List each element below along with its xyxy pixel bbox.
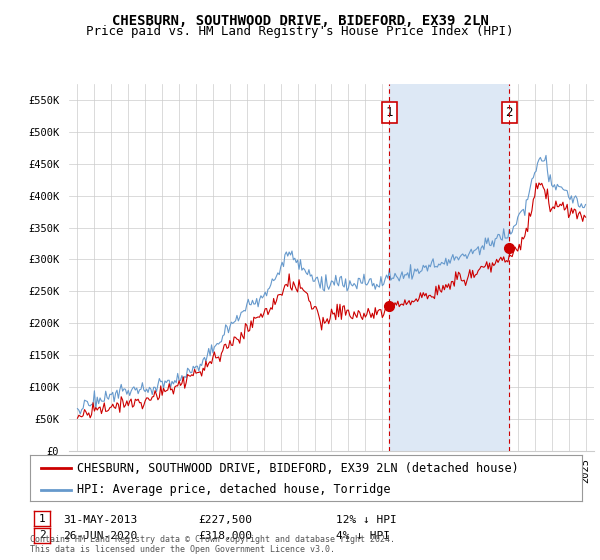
Text: 31-MAY-2013: 31-MAY-2013	[63, 515, 137, 525]
Text: 4% ↓ HPI: 4% ↓ HPI	[336, 531, 390, 542]
Bar	[389, 84, 509, 451]
Text: 26-JUN-2020: 26-JUN-2020	[63, 531, 137, 542]
Text: Contains HM Land Registry data © Crown copyright and database right 2024.
This d: Contains HM Land Registry data © Crown c…	[30, 535, 395, 554]
Text: 2: 2	[505, 106, 513, 119]
Text: CHESBURN, SOUTHWOOD DRIVE, BIDEFORD, EX39 2LN (detached house): CHESBURN, SOUTHWOOD DRIVE, BIDEFORD, EX3…	[77, 461, 518, 475]
Text: HPI: Average price, detached house, Torridge: HPI: Average price, detached house, Torr…	[77, 483, 391, 496]
Text: £318,000: £318,000	[198, 531, 252, 542]
Text: 1: 1	[38, 514, 46, 524]
Text: Price paid vs. HM Land Registry's House Price Index (HPI): Price paid vs. HM Land Registry's House …	[86, 25, 514, 38]
Text: £227,500: £227,500	[198, 515, 252, 525]
Text: 2: 2	[38, 530, 46, 540]
Text: 1: 1	[386, 106, 393, 119]
Text: 12% ↓ HPI: 12% ↓ HPI	[336, 515, 397, 525]
Text: CHESBURN, SOUTHWOOD DRIVE, BIDEFORD, EX39 2LN: CHESBURN, SOUTHWOOD DRIVE, BIDEFORD, EX3…	[112, 14, 488, 28]
